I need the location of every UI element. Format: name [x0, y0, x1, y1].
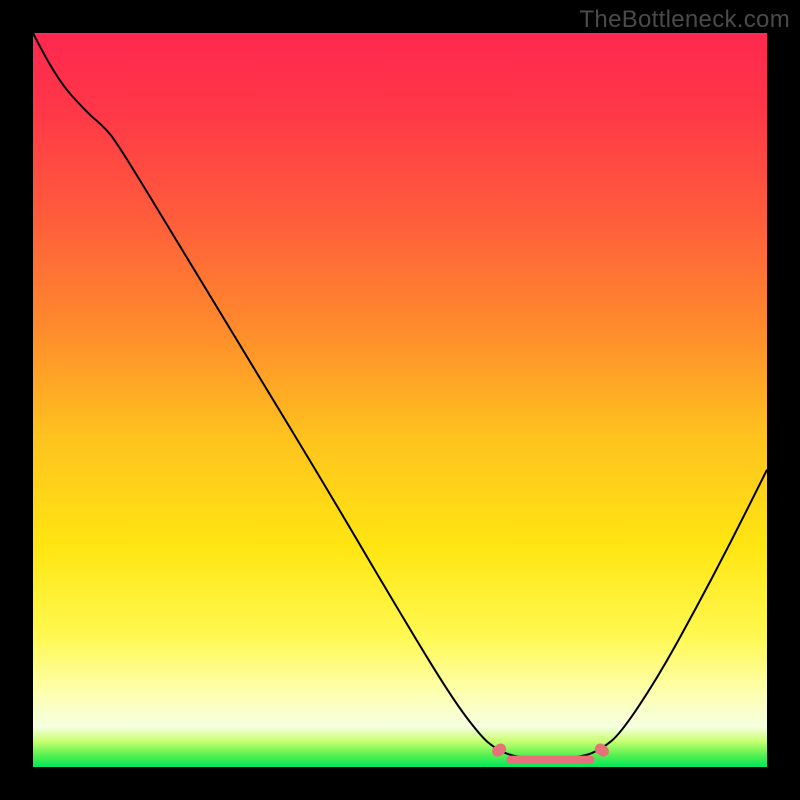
watermark-text: TheBottleneck.com [579, 6, 790, 34]
curve-layer [33, 33, 767, 767]
plot-area [33, 33, 767, 767]
valley-curve [33, 33, 767, 759]
optimal-highlight-segment [506, 756, 594, 764]
optimal-highlight-segment [490, 741, 508, 758]
